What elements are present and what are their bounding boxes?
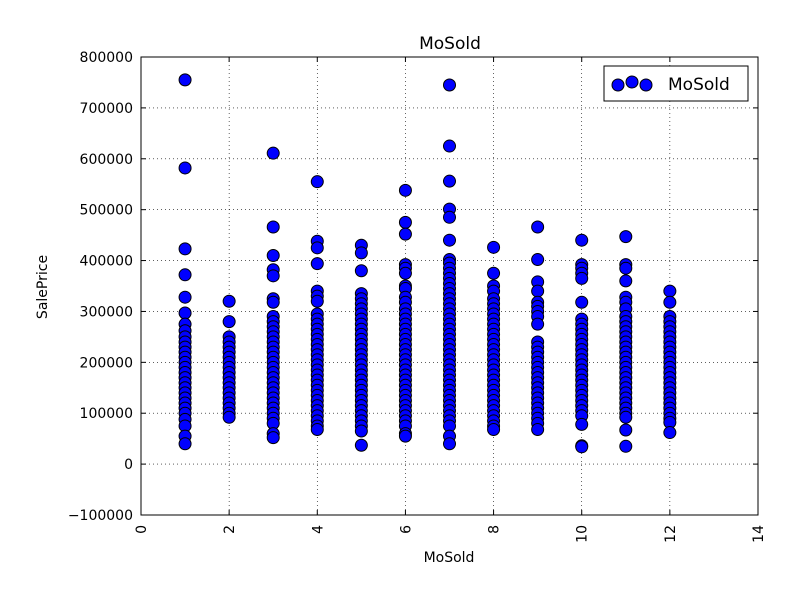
scatter-point: [266, 269, 280, 283]
scatter-point: [663, 295, 677, 309]
x-axis-title: MoSold: [424, 550, 475, 566]
scatter-point: [266, 431, 280, 445]
scatter-point: [531, 253, 545, 267]
scatter-point: [266, 295, 280, 309]
scatter-point: [178, 290, 192, 304]
scatter-point: [619, 261, 633, 275]
scatter-point: [178, 73, 192, 87]
legend-marker: [611, 78, 625, 92]
x-tick-label: 14: [751, 525, 767, 543]
scatter-point: [531, 423, 545, 437]
scatter-point: [619, 439, 633, 453]
y-tick-label: 0: [124, 457, 133, 473]
x-tick-label: 2: [222, 525, 238, 534]
legend-marker: [639, 78, 653, 92]
x-tick-labels: 0 2 4 6 8 10 12 14: [134, 525, 767, 543]
scatter-point: [443, 233, 456, 247]
scatter-point: [354, 424, 368, 438]
y-tick-label: 700000: [80, 101, 133, 117]
scatter-point: [663, 284, 677, 298]
scatter-point: [266, 248, 280, 262]
scatter-point: [310, 423, 324, 437]
scatter-point: [531, 284, 545, 298]
scatter-point: [310, 294, 324, 308]
scatter-point: [222, 410, 236, 424]
scatter-point: [398, 227, 412, 241]
scatter-point: [178, 268, 192, 282]
x-tick-label: 4: [310, 525, 326, 534]
scatter-point: [531, 220, 545, 234]
y-axis-title: SalePrice: [35, 255, 51, 319]
scatter-point: [354, 264, 368, 278]
scatter-point: [178, 306, 192, 320]
scatter-point: [487, 423, 501, 437]
scatter-point: [222, 294, 236, 308]
y-tick-label: −100000: [68, 508, 133, 524]
scatter-point: [575, 271, 589, 285]
scatter-point: [398, 266, 412, 280]
scatter-point: [443, 210, 456, 224]
scatter-point: [310, 175, 324, 189]
y-tick-labels: −100000 0 100000 200000 300000 400000 500000 60…: [68, 50, 133, 524]
scatter-point: [619, 230, 633, 244]
axis-ticks: [140, 56, 759, 516]
scatter-point: [443, 78, 456, 92]
scatter-point: [310, 257, 324, 271]
scatter-point: [575, 440, 589, 454]
y-tick-label: 400000: [80, 254, 133, 270]
scatter-point: [398, 215, 412, 229]
scatter-point: [310, 241, 324, 255]
scatter-point: [178, 161, 192, 175]
scatter-point: [487, 266, 501, 280]
y-tick-label: 200000: [80, 355, 133, 371]
x-tick-label: 8: [487, 525, 503, 534]
scatter-point: [178, 437, 192, 451]
scatter-point: [663, 426, 677, 440]
legend: MoSold: [603, 65, 749, 102]
scatter-point: [266, 220, 280, 234]
scatter-point: [443, 437, 456, 451]
y-tick-label: 300000: [80, 304, 133, 320]
x-tick-label: 12: [663, 525, 679, 543]
y-tick-label: 100000: [80, 406, 133, 422]
legend-label: MoSold: [668, 75, 730, 95]
scatter-point: [575, 417, 589, 431]
scatter-points: [178, 73, 677, 454]
scatter-point: [619, 423, 633, 437]
scatter-point: [619, 274, 633, 288]
chart-title: MoSold: [419, 34, 481, 54]
scatter-point: [487, 240, 501, 254]
legend-marker: [625, 75, 639, 89]
scatter-point: [222, 315, 236, 329]
x-tick-label: 0: [134, 525, 150, 534]
scatter-point: [575, 233, 589, 247]
scatter-point: [266, 146, 280, 160]
scatter-point: [443, 139, 456, 153]
scatter-point: [178, 242, 192, 256]
y-tick-label: 500000: [80, 203, 133, 219]
scatter-point: [398, 429, 412, 443]
x-tick-label: 6: [398, 525, 414, 534]
y-tick-label: 600000: [80, 152, 133, 168]
plot-frame: [140, 56, 759, 516]
x-tick-label: 10: [575, 525, 591, 543]
y-tick-label: 800000: [80, 50, 133, 66]
scatter-point: [619, 410, 633, 424]
scatter-point: [531, 317, 545, 331]
scatter-point: [575, 295, 589, 309]
scatter-point: [443, 174, 456, 188]
scatter-point: [354, 438, 368, 452]
scatter-point: [398, 183, 412, 197]
scatter-point: [354, 246, 368, 260]
